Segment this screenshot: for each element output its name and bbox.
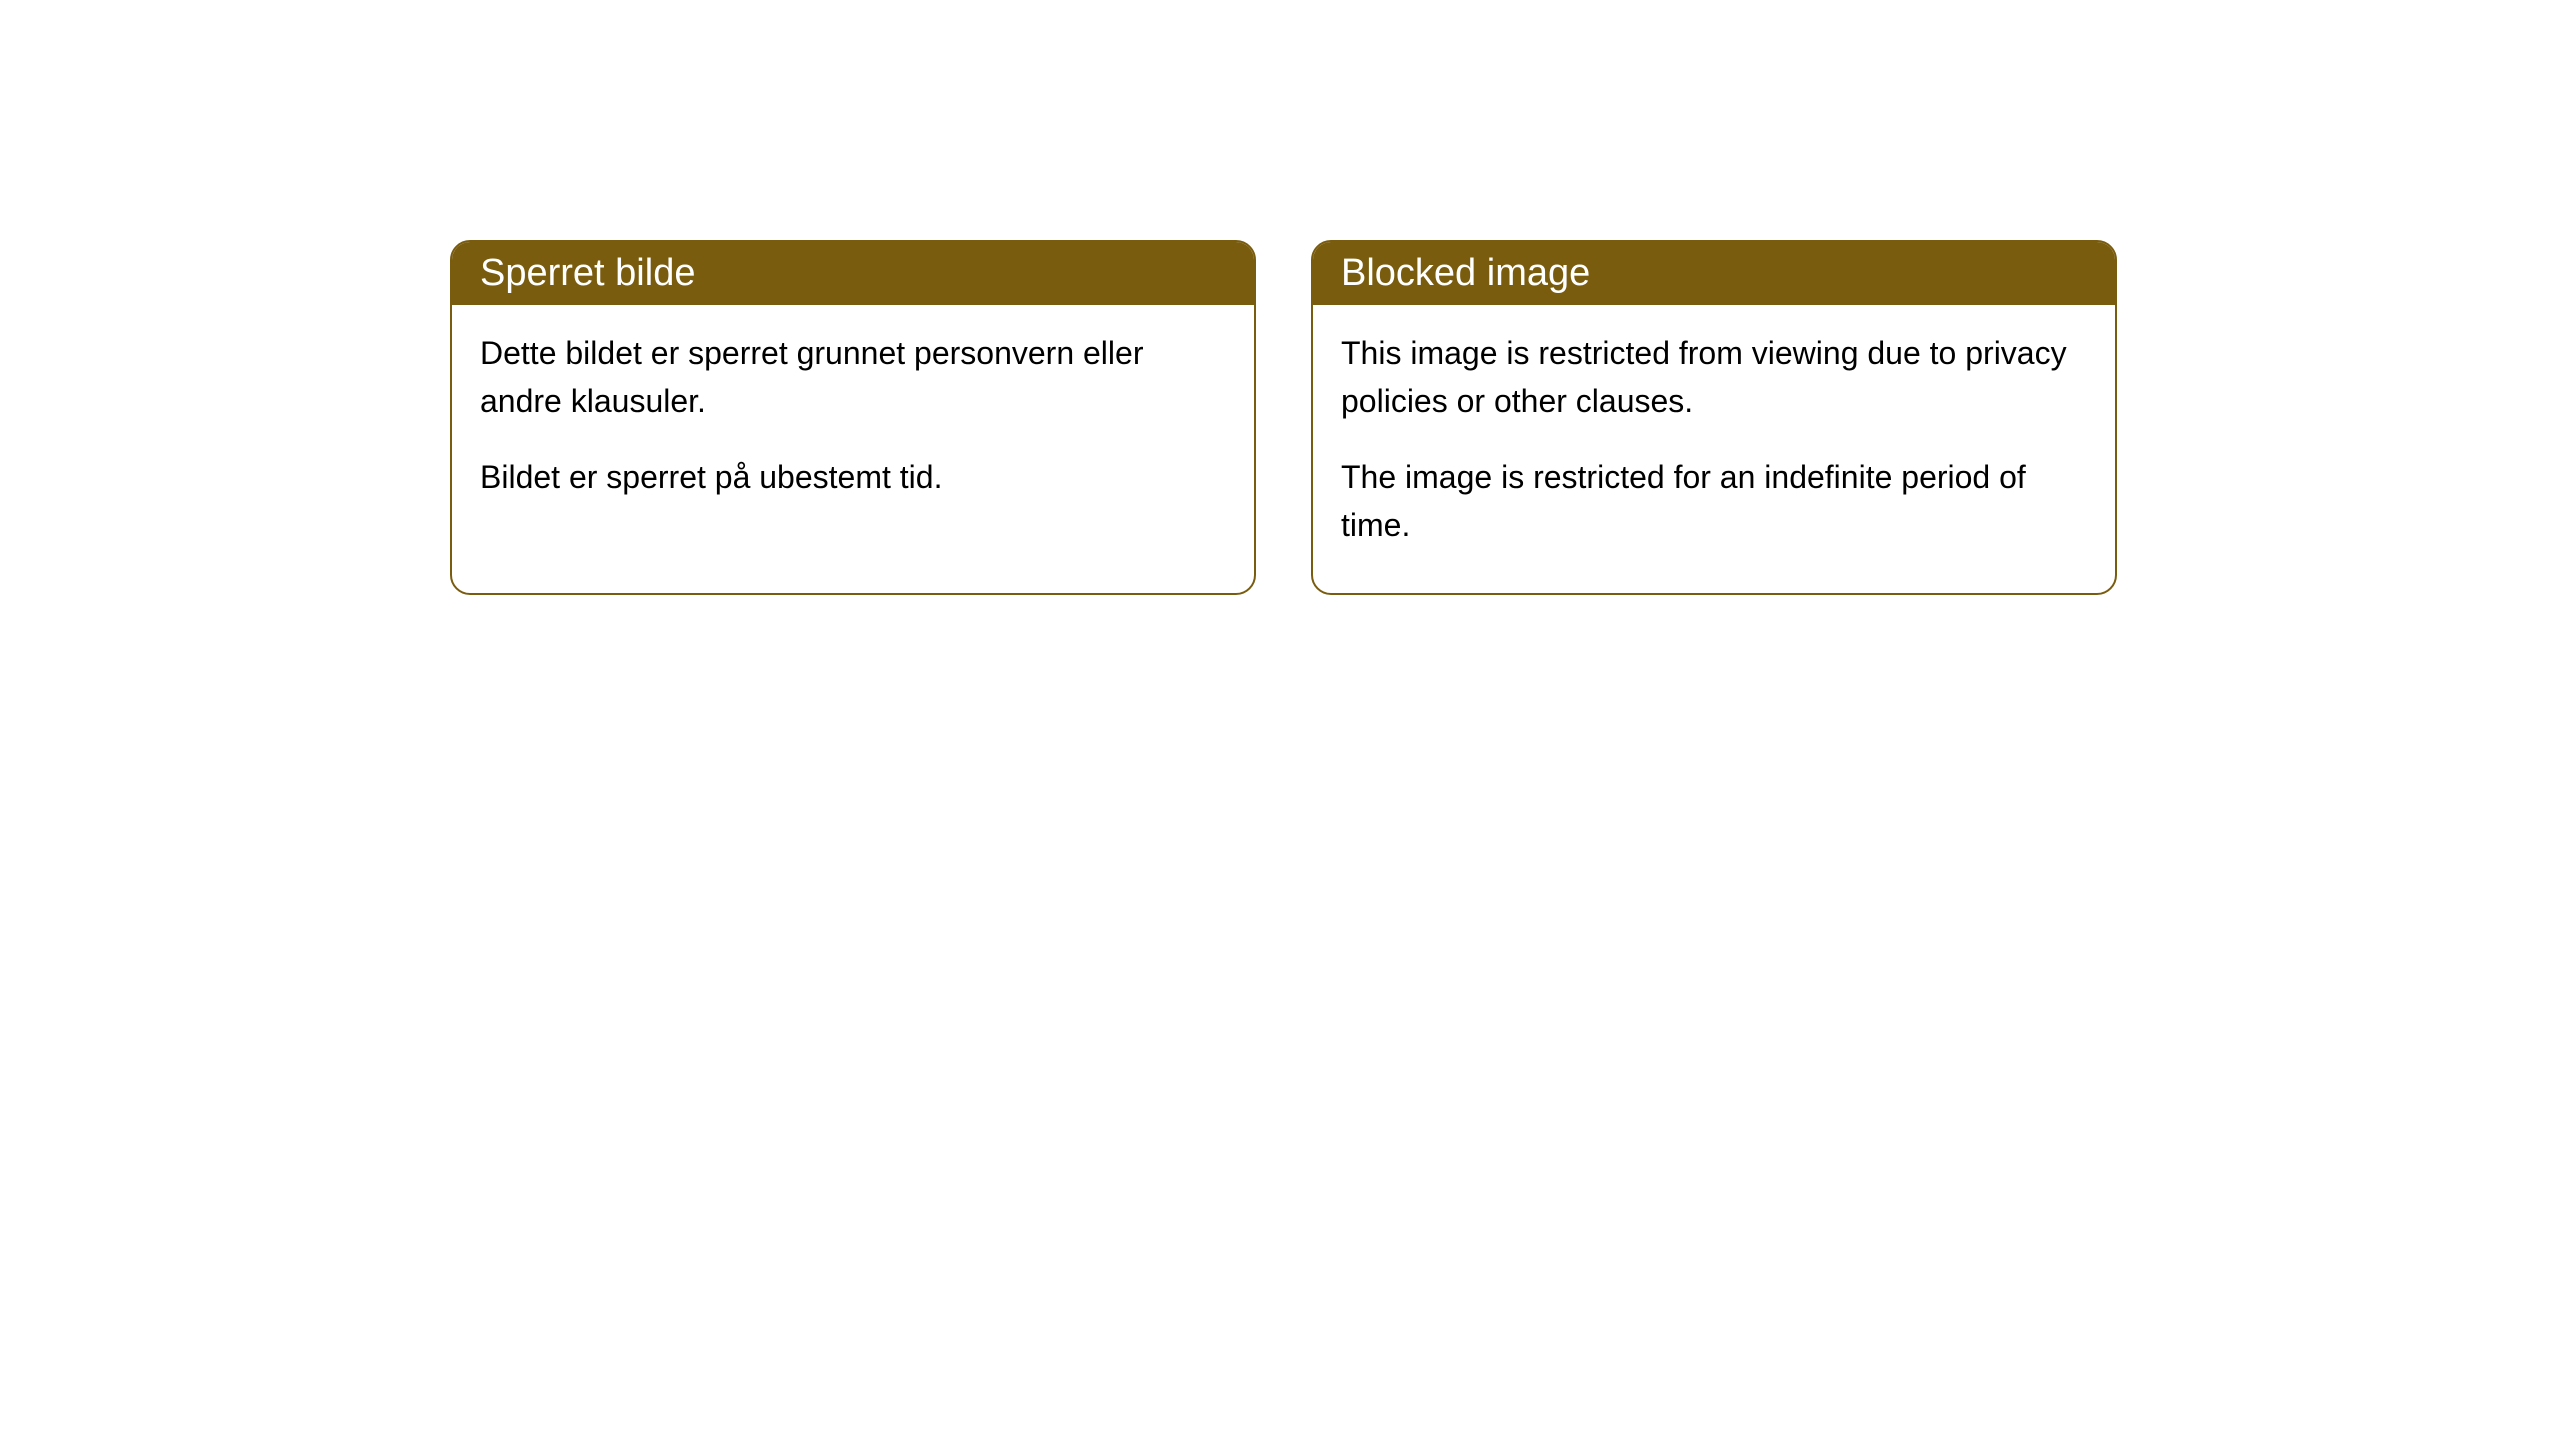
notice-paragraph-2-english: The image is restricted for an indefinit… [1341,453,2087,549]
notice-card-norwegian: Sperret bilde Dette bildet er sperret gr… [450,240,1256,595]
notice-header-norwegian: Sperret bilde [452,242,1254,305]
notice-card-english: Blocked image This image is restricted f… [1311,240,2117,595]
notice-paragraph-1-english: This image is restricted from viewing du… [1341,329,2087,425]
notice-paragraph-2-norwegian: Bildet er sperret på ubestemt tid. [480,453,1226,501]
notice-header-english: Blocked image [1313,242,2115,305]
notice-paragraph-1-norwegian: Dette bildet er sperret grunnet personve… [480,329,1226,425]
notice-title-norwegian: Sperret bilde [480,252,695,294]
notice-body-english: This image is restricted from viewing du… [1313,305,2115,593]
notice-body-norwegian: Dette bildet er sperret grunnet personve… [452,305,1254,545]
notice-container: Sperret bilde Dette bildet er sperret gr… [0,0,2560,595]
notice-title-english: Blocked image [1341,252,1590,294]
